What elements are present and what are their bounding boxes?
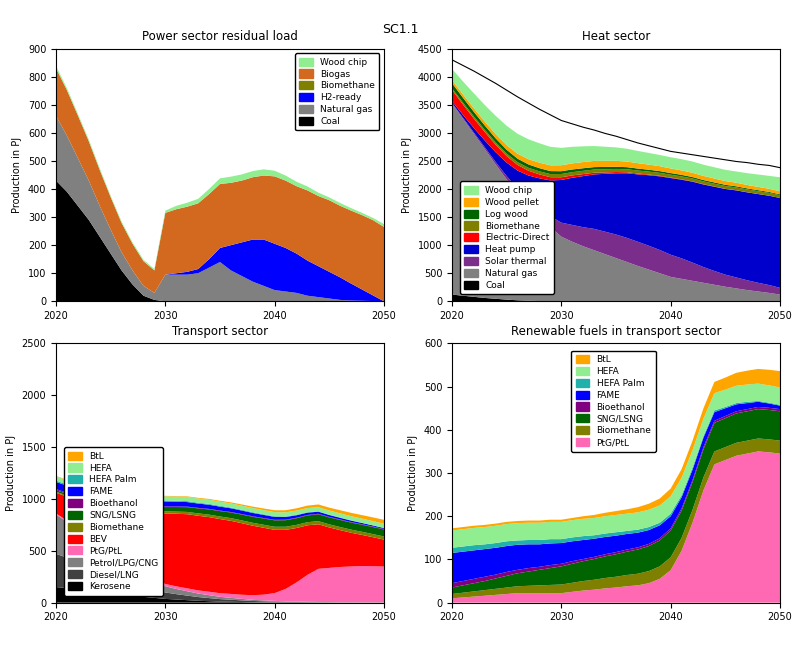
Y-axis label: Production in PJ: Production in PJ [6, 435, 16, 511]
Y-axis label: Production in PJ: Production in PJ [408, 435, 418, 511]
Legend: BtL, HEFA, HEFA Palm, FAME, Bioethanol, SNG/LSNG, Biomethane, PtG/PtL: BtL, HEFA, HEFA Palm, FAME, Bioethanol, … [571, 351, 656, 452]
Title: Heat sector: Heat sector [582, 30, 650, 43]
Title: Renewable fuels in transport sector: Renewable fuels in transport sector [510, 325, 722, 338]
Legend: BtL, HEFA, HEFA Palm, FAME, Bioethanol, SNG/LSNG, Biomethane, BEV, PtG/PtL, Petr: BtL, HEFA, HEFA Palm, FAME, Bioethanol, … [64, 447, 163, 596]
Y-axis label: Production in PJ: Production in PJ [12, 137, 22, 213]
Legend: Wood chip, Biogas, Biomethane, H2-ready, Natural gas, Coal: Wood chip, Biogas, Biomethane, H2-ready,… [295, 53, 379, 130]
Title: Power sector residual load: Power sector residual load [142, 30, 298, 43]
Legend: Wood chip, Wood pellet, Log wood, Biomethane, Electric-Direct, Heat pump, Solar : Wood chip, Wood pellet, Log wood, Biomet… [460, 181, 554, 294]
Y-axis label: Production in PJ: Production in PJ [402, 137, 412, 213]
Title: Transport sector: Transport sector [172, 325, 268, 338]
Text: SC1.1: SC1.1 [382, 23, 418, 36]
